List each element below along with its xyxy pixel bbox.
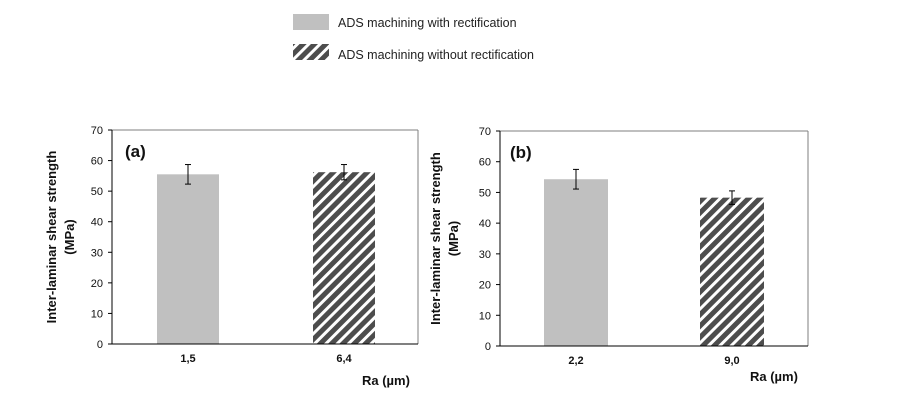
bar [700, 197, 764, 346]
x-axis-title: Ra (µm) [750, 369, 798, 384]
y-tick-label: 10 [91, 308, 103, 320]
y-tick-label: 30 [91, 247, 103, 259]
y-tick-label: 10 [479, 310, 491, 322]
y-tick-label: 50 [479, 187, 491, 199]
panel-label: (b) [510, 143, 532, 162]
y-tick-label: 50 [91, 186, 103, 198]
y-axis-title: Inter-laminar shear strength [428, 152, 443, 325]
y-axis-title: Inter-laminar shear strength [44, 151, 59, 324]
y-tick-label: 60 [91, 156, 103, 168]
y-tick-label: 40 [91, 217, 103, 229]
bar [157, 174, 219, 344]
y-tick-label: 60 [479, 157, 491, 169]
y-tick-label: 0 [485, 341, 491, 353]
y-axis-title-unit: (MPa) [446, 221, 461, 256]
y-tick-label: 20 [91, 278, 103, 290]
y-tick-label: 30 [479, 249, 491, 261]
y-tick-label: 70 [479, 126, 491, 138]
x-tick-label: 1,5 [180, 353, 195, 365]
x-tick-label: 9,0 [724, 355, 739, 367]
bar [544, 179, 608, 346]
x-tick-label: 2,2 [568, 355, 583, 367]
y-tick-label: 40 [479, 218, 491, 230]
y-tick-label: 0 [97, 339, 103, 351]
y-tick-label: 70 [91, 125, 103, 137]
panel-label: (a) [125, 142, 146, 161]
bar [313, 172, 375, 344]
x-axis-title: Ra (µm) [362, 373, 410, 388]
chart-panel-a: 1,5 6,4 0 10 20 30 40 50 60 70 Inter-laminar shear… [44, 125, 419, 388]
y-tick-label: 20 [479, 280, 491, 292]
legend: ADS machining with rectification ADS mac… [293, 14, 534, 62]
legend-swatch-hatched [293, 44, 329, 60]
y-axis-title-unit: (MPa) [62, 219, 77, 254]
legend-label-hatched: ADS machining without rectification [338, 48, 534, 62]
chart-panel-b: 2,2 9,0 0 10 20 30 40 50 60 70 Inter-laminar shear… [428, 126, 809, 384]
x-tick-label: 6,4 [336, 353, 352, 365]
legend-label-solid: ADS machining with rectification [338, 16, 517, 30]
legend-swatch-solid [293, 14, 329, 30]
